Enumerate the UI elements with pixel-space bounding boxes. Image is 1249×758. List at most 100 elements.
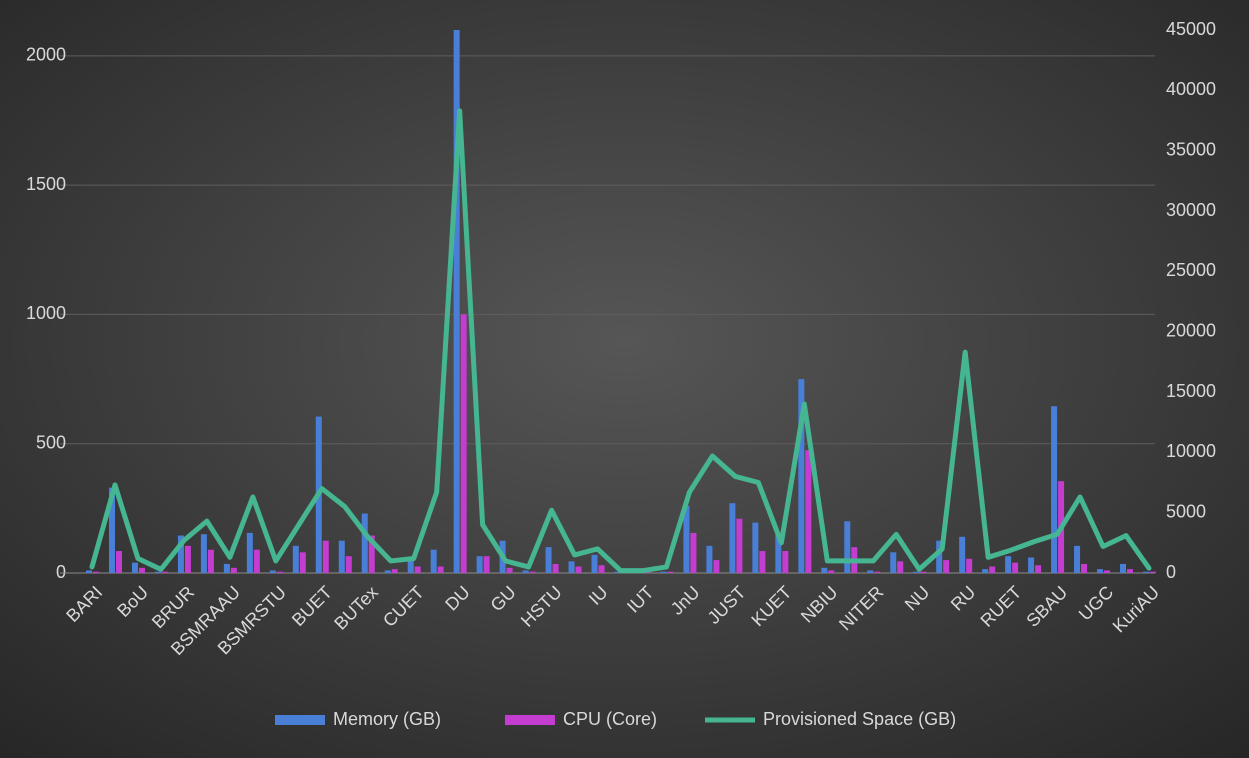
bar <box>1097 569 1104 573</box>
bar <box>246 532 253 573</box>
bar <box>828 570 835 573</box>
legend-label: CPU (Core) <box>563 709 657 729</box>
bar <box>552 563 559 573</box>
bar <box>161 571 168 573</box>
bar <box>269 570 276 573</box>
y-tick-label: 2000 <box>26 45 66 65</box>
bar <box>690 532 697 573</box>
bar <box>591 554 598 573</box>
y2-tick-label: 40000 <box>1166 79 1216 99</box>
bar <box>184 545 191 573</box>
bar <box>775 534 782 573</box>
bar <box>568 561 575 573</box>
bar <box>154 571 161 573</box>
bar <box>322 540 329 573</box>
bar <box>345 556 352 573</box>
bar <box>844 521 851 573</box>
y2-tick-label: 30000 <box>1166 200 1216 220</box>
bar <box>177 535 184 573</box>
bar <box>713 560 720 573</box>
y2-tick-label: 0 <box>1166 562 1176 582</box>
bar <box>989 566 996 573</box>
bar <box>890 552 897 573</box>
bar <box>292 545 299 573</box>
bar <box>805 450 812 573</box>
bar <box>437 566 444 573</box>
bar <box>683 505 690 573</box>
bar <box>460 314 467 573</box>
bar <box>897 561 904 573</box>
bar <box>223 563 230 573</box>
bar <box>253 549 260 573</box>
legend-label: Memory (GB) <box>333 709 441 729</box>
bar <box>575 566 582 573</box>
bar <box>276 571 283 573</box>
y-tick-label: 1500 <box>26 174 66 194</box>
bar <box>598 565 605 573</box>
bar <box>86 570 92 573</box>
bar <box>414 566 421 573</box>
y2-tick-label: 15000 <box>1166 381 1216 401</box>
legend-swatch <box>505 715 555 725</box>
bar <box>867 570 874 573</box>
bar <box>361 513 368 573</box>
bar <box>752 522 759 573</box>
y2-tick-label: 45000 <box>1166 19 1216 39</box>
y-tick-label: 0 <box>56 562 66 582</box>
y-tick-label: 500 <box>36 432 66 452</box>
legend-label: Provisioned Space (GB) <box>763 709 956 729</box>
y2-tick-label: 5000 <box>1166 501 1206 521</box>
bar <box>736 518 743 573</box>
bar <box>1150 571 1156 573</box>
bar <box>1120 563 1127 573</box>
bar <box>1005 556 1012 573</box>
bar <box>384 570 391 573</box>
y2-tick-label: 35000 <box>1166 139 1216 159</box>
bar <box>782 551 789 573</box>
bar <box>506 567 513 573</box>
y2-tick-label: 10000 <box>1166 441 1216 461</box>
bar <box>93 571 99 573</box>
bar <box>545 547 552 573</box>
bar <box>614 571 621 573</box>
bar <box>407 558 414 573</box>
bar <box>966 558 973 573</box>
bar <box>115 551 122 573</box>
y2-tick-label: 25000 <box>1166 260 1216 280</box>
bar <box>667 571 674 573</box>
legend-swatch <box>275 715 325 725</box>
bar <box>1143 571 1149 573</box>
bar <box>874 571 881 573</box>
bar <box>1012 562 1019 573</box>
bar <box>522 570 529 573</box>
bar <box>959 536 966 573</box>
bar <box>1051 406 1058 573</box>
bar <box>1104 570 1111 573</box>
bar <box>821 567 828 573</box>
bar <box>1074 545 1081 573</box>
line <box>89 108 1152 574</box>
bar <box>230 567 237 573</box>
bar <box>108 487 115 573</box>
bar <box>1127 569 1134 573</box>
bar <box>391 569 398 573</box>
bar <box>338 540 345 573</box>
bar <box>936 540 943 573</box>
bar <box>913 571 920 573</box>
bar <box>529 571 536 573</box>
bar <box>476 556 483 573</box>
bar <box>920 571 927 573</box>
bar <box>706 545 713 573</box>
bar <box>1028 557 1035 573</box>
bar <box>982 569 989 573</box>
bar <box>138 567 145 573</box>
bar <box>1035 565 1042 573</box>
bar <box>483 556 490 573</box>
bar <box>131 562 138 573</box>
bar <box>943 560 950 573</box>
y2-tick-label: 20000 <box>1166 320 1216 340</box>
bar <box>430 549 437 573</box>
bar <box>200 534 207 573</box>
